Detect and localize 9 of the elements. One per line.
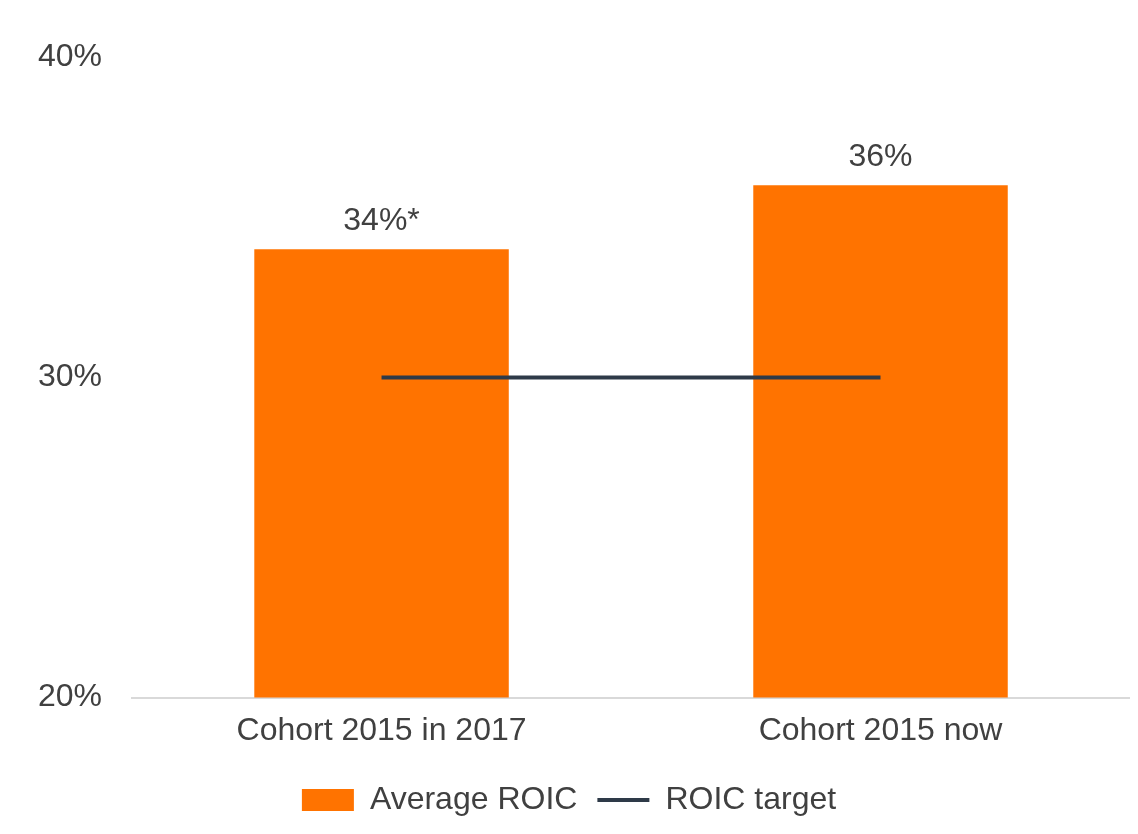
y-tick-label: 20%: [38, 677, 103, 714]
x-tick-label: Cohort 2015 now: [758, 710, 1004, 747]
x-tick-label: Cohort 2015 in 2017: [236, 710, 527, 747]
y-tick-label: 40%: [38, 37, 103, 74]
y-tick-label: 30%: [38, 357, 103, 394]
data-label: 36%: [848, 137, 913, 174]
legend-label: Average ROIC: [369, 779, 578, 816]
data-label: 34%*: [343, 201, 420, 238]
legend-label: ROIC target: [665, 779, 837, 816]
